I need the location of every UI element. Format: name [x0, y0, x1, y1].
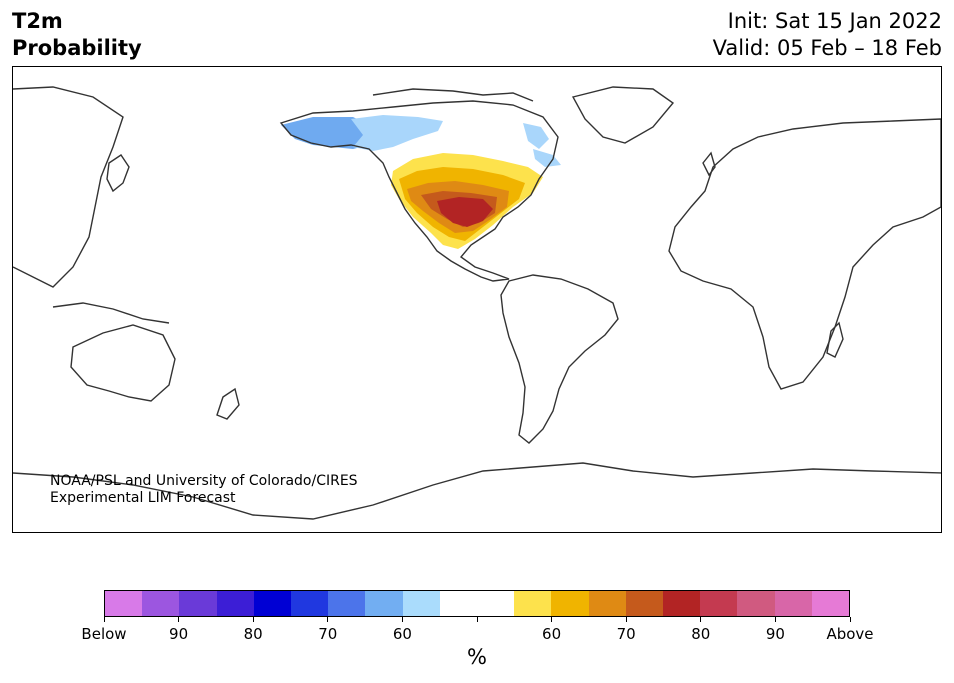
colorbar-segment: [365, 591, 403, 616]
colorbar-segment: [811, 591, 850, 616]
colorbar-tick-label: Below: [81, 625, 127, 643]
colorbar-segment: [328, 591, 366, 616]
credit-line-1: NOAA/PSL and University of Colorado/CIRE…: [50, 473, 358, 489]
colorbar-tick: [401, 617, 403, 622]
colorbar-tick: [476, 617, 478, 622]
colorbar-segment: [774, 591, 812, 616]
map-title: T2m Probability: [12, 8, 142, 62]
colorbar-segment: [216, 591, 254, 616]
colorbar-tick-label: 70: [616, 625, 636, 643]
colorbar-segment: [625, 591, 664, 616]
greenland-outline: [571, 86, 675, 144]
colorbar-segment: [700, 591, 738, 616]
colorbar-tick-label: 80: [243, 625, 263, 643]
madagascar-outline: [826, 321, 844, 358]
colorbar-segment: [663, 591, 701, 616]
colorbar-segment: [477, 591, 515, 616]
colorbar-ticks: Below 90 80 70 60 60 70 80 90 Above: [81, 617, 874, 647]
colorbar-tick: [700, 617, 702, 622]
colorbar-segment: [105, 591, 143, 616]
forecast-dates: Init: Sat 15 Jan 2022 Valid: 05 Feb – 18…: [713, 8, 942, 62]
colorbar-tick-label: 80: [691, 625, 711, 643]
canada-below-region: [351, 115, 443, 151]
colorbar-segment: [737, 591, 775, 616]
colorbar-tick-label: 90: [169, 625, 189, 643]
canadian-arctic-outline: [372, 88, 534, 102]
anomaly-shading: [281, 115, 561, 249]
colorbar-segment: [142, 591, 180, 616]
map-canvas: [13, 86, 941, 520]
map-credit: NOAA/PSL and University of Colorado/CIRE…: [50, 473, 358, 507]
colorbar-tick-label: 60: [392, 625, 412, 643]
colorbar-tick-label: 70: [318, 625, 338, 643]
australia-outline: [70, 324, 176, 402]
canada-se-below-region: [533, 149, 561, 167]
colorbar-tick: [178, 617, 180, 622]
colorbar-segment: [179, 591, 217, 616]
colorbar-tick: [849, 617, 851, 622]
world-map: NOAA/PSL and University of Colorado/CIRE…: [12, 66, 942, 533]
colorbar-segment: [291, 591, 329, 616]
init-date: Init: Sat 15 Jan 2022: [727, 9, 942, 33]
colorbar-segment: [439, 591, 478, 616]
uk-outline: [702, 151, 716, 177]
colorbar-tick: [625, 617, 627, 622]
title-variable: T2m: [12, 9, 63, 33]
japan-outline: [106, 154, 130, 193]
colorbar-segment: [588, 591, 626, 616]
colorbar-tick: [103, 617, 105, 622]
colorbar-segment: [253, 591, 292, 616]
us-above-80-region: [437, 197, 493, 227]
colorbar-segment: [514, 591, 552, 616]
colorbar-tick: [327, 617, 329, 622]
colorbar-segment: [551, 591, 589, 616]
indonesia-outline: [52, 302, 170, 324]
colorbar-tick: [252, 617, 254, 622]
north-america-outline: [279, 100, 559, 282]
colorbar-tick: [551, 617, 553, 622]
title-quantity: Probability: [12, 36, 142, 60]
colorbar-tick-label: 90: [765, 625, 785, 643]
colorbar-tick-label: 60: [542, 625, 562, 643]
alaska-below-region: [281, 117, 373, 149]
asia-west-outline: [13, 86, 124, 288]
europe-africa-outline: [668, 118, 941, 390]
coastlines: [13, 86, 941, 520]
new-zealand-outline: [216, 387, 240, 420]
antarctica-outline: [13, 462, 941, 520]
valid-period: Valid: 05 Feb – 18 Feb: [712, 36, 942, 60]
colorbar-tick-label: Above: [826, 625, 874, 643]
colorbar-tick: [774, 617, 776, 622]
colorbar-unit-label: %: [467, 645, 487, 669]
south-america-outline: [500, 274, 619, 444]
colorbar: [104, 590, 850, 617]
credit-line-2: Experimental LIM Forecast: [50, 490, 236, 506]
canada-east-below-region: [523, 123, 549, 149]
colorbar-segment: [402, 591, 440, 616]
